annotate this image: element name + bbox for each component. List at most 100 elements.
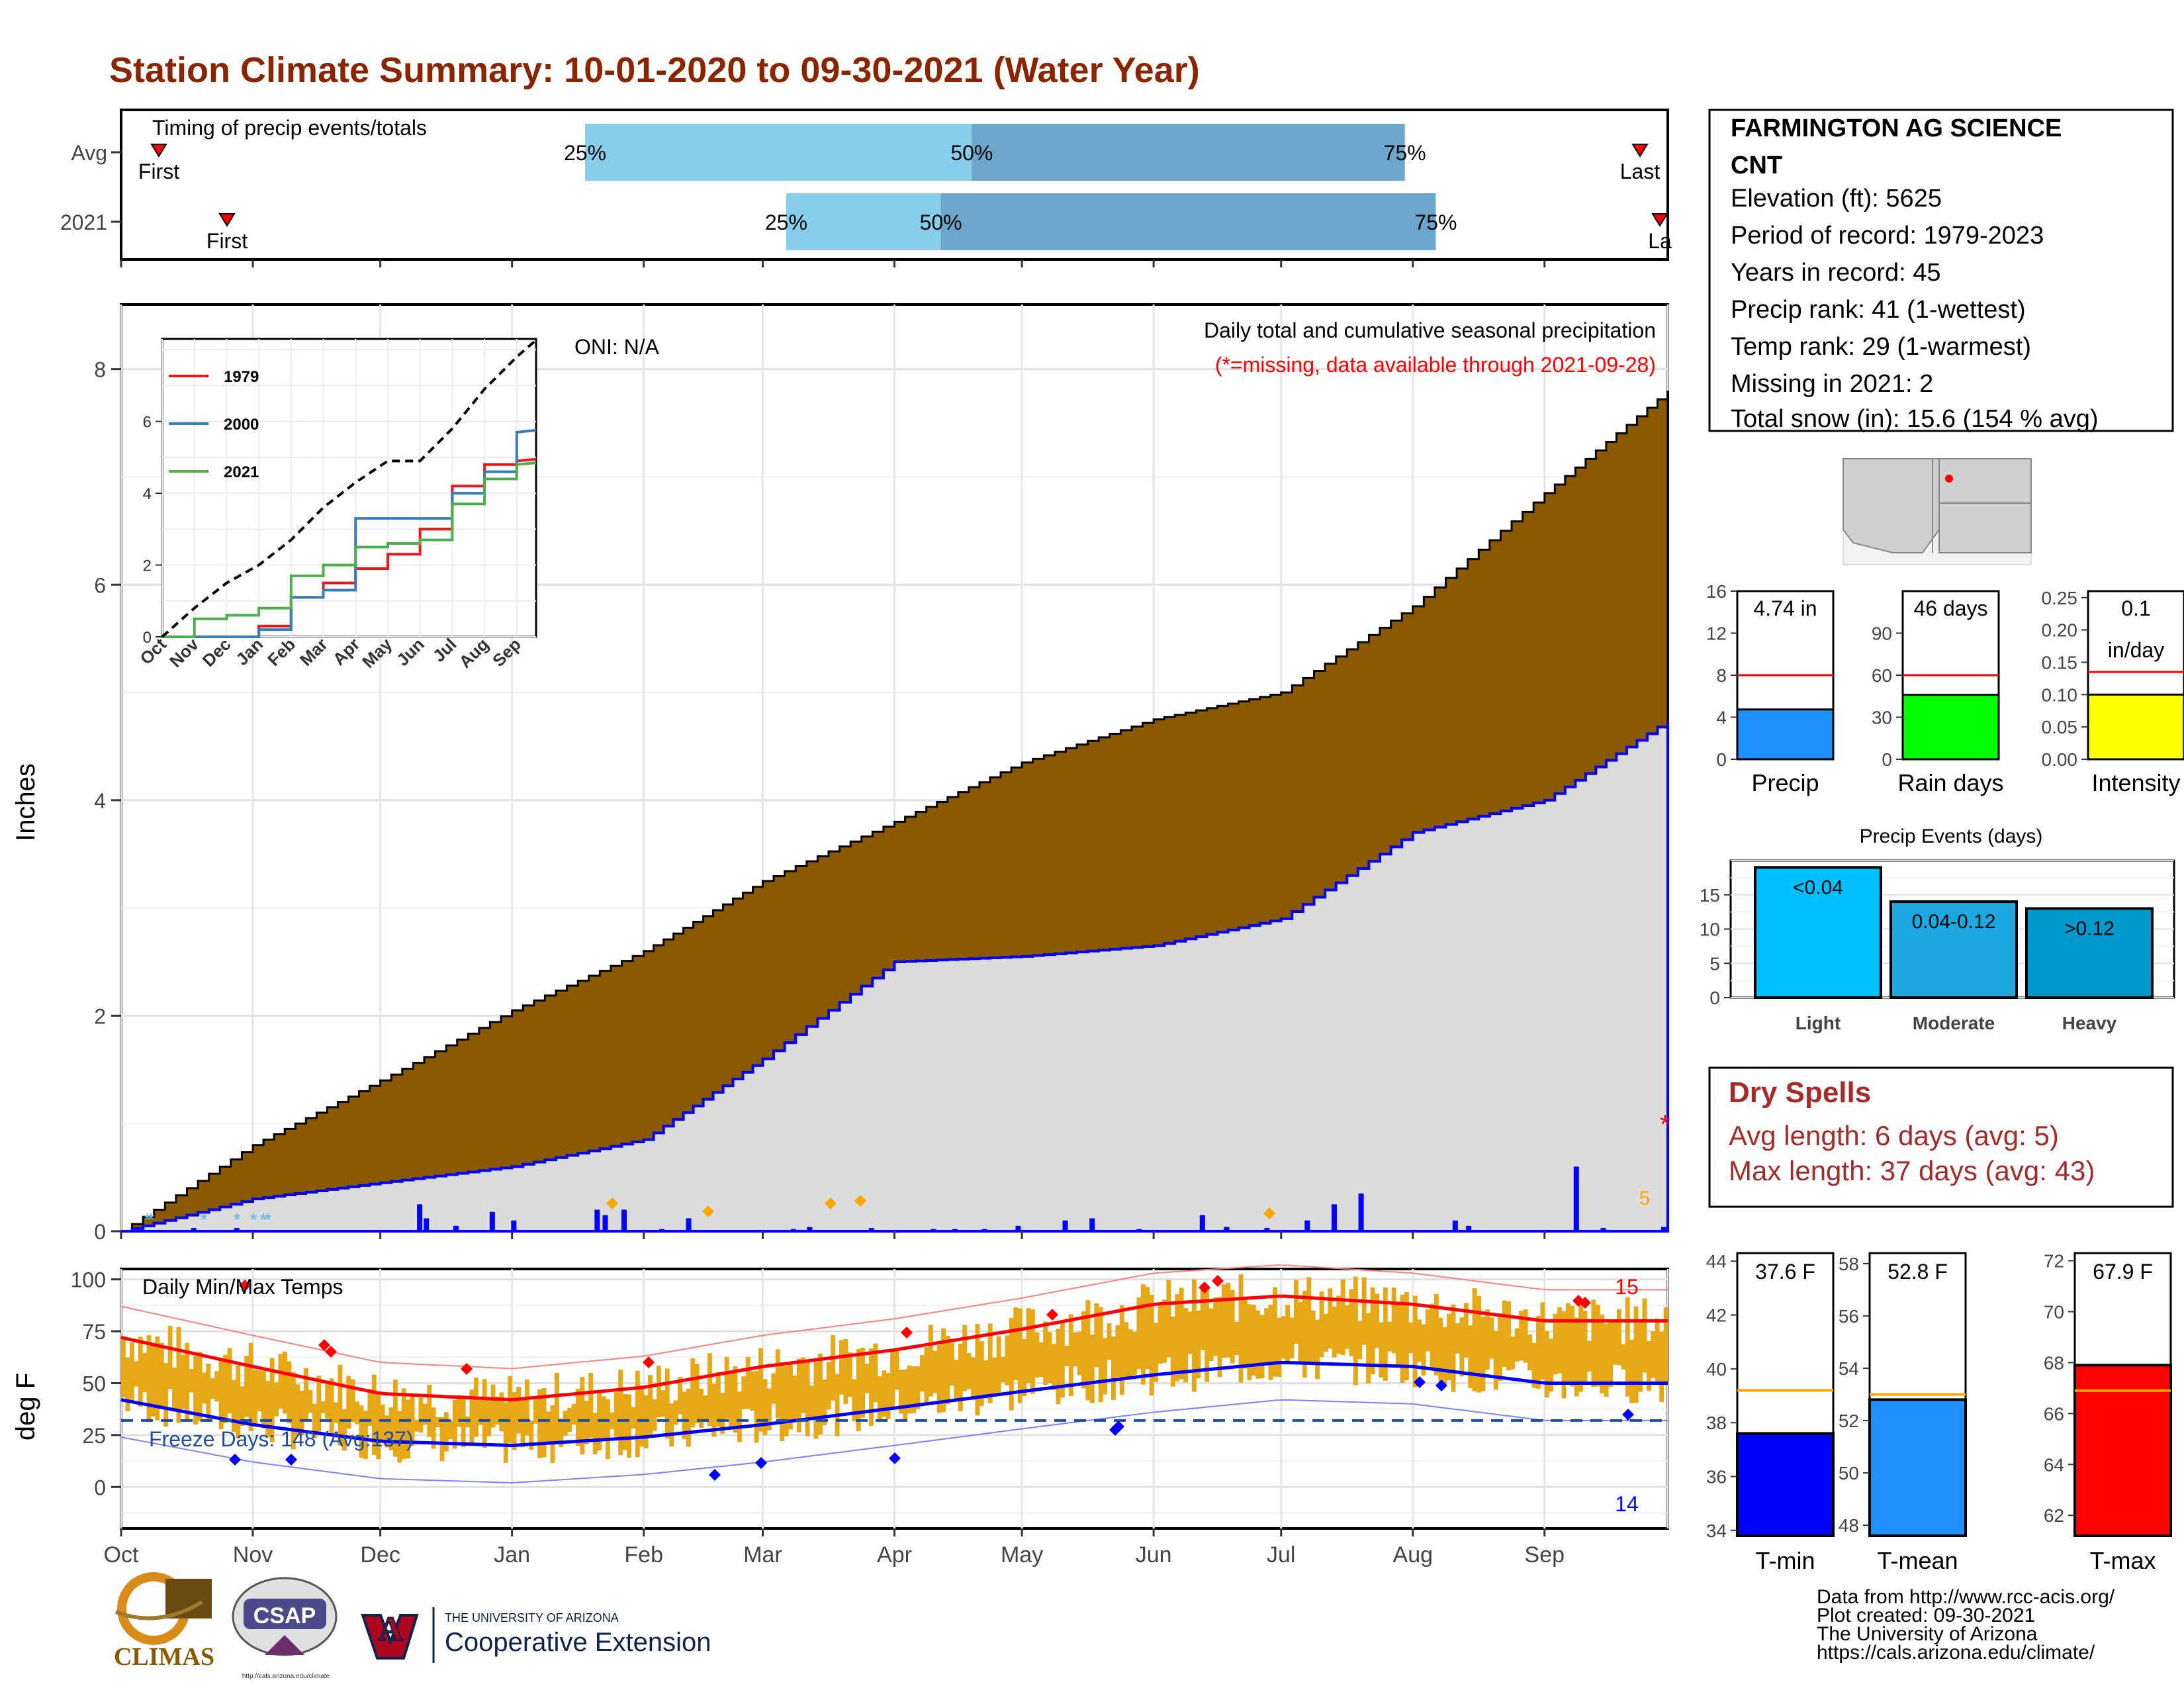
snow-marker: * bbox=[260, 1209, 267, 1230]
record-low-marker bbox=[709, 1469, 721, 1481]
daily-precip-bar bbox=[602, 1215, 608, 1231]
summary-ytick-label: 60 bbox=[1872, 665, 1892, 686]
precip-events-chart: Precip Events (days) 0 5 10 15 <0.04 Light 0.0… bbox=[1700, 825, 2175, 1033]
daily-precip-bar bbox=[191, 1228, 197, 1231]
month-label: Sep bbox=[1525, 1542, 1565, 1568]
daily-precip-bar bbox=[1304, 1220, 1310, 1231]
temp-panel: 0 25 50 75 100 deg F Daily Min/Max Temps Fre… bbox=[11, 1264, 1669, 1536]
temp-summary-ytick-label: 66 bbox=[2044, 1403, 2064, 1424]
daily-precip-bar bbox=[621, 1209, 627, 1231]
record-low-marker bbox=[285, 1454, 297, 1466]
timing-q50-q75-bar bbox=[972, 124, 1405, 181]
temp-title: Daily Min/Max Temps bbox=[142, 1275, 343, 1299]
daily-precip-bar bbox=[511, 1220, 517, 1231]
dry-spells-max: Max length: 37 days (avg: 43) bbox=[1729, 1155, 2095, 1186]
temp-ytick-label: 100 bbox=[71, 1268, 106, 1292]
summary-category-label: Intensity bbox=[2091, 769, 2180, 796]
daily-precip-bar bbox=[1264, 1228, 1270, 1231]
record-min-line bbox=[120, 1399, 1668, 1484]
footer-line-1: Data from http://www.rcc-acis.org/ bbox=[1817, 1586, 2115, 1608]
station-precip-rank: Precip rank: 41 (1-wettest) bbox=[1731, 296, 2026, 324]
precip-ytick-label: 6 bbox=[94, 573, 106, 597]
temp-summary-bar bbox=[2073, 1364, 2172, 1537]
temp-summary-ytick-label: 50 bbox=[1839, 1463, 1859, 1483]
freeze-days-label: Freeze Days: 148 (Avg:137) bbox=[149, 1427, 414, 1451]
record-low-marker bbox=[1414, 1376, 1426, 1388]
events-ytick-label: 10 bbox=[1700, 919, 1720, 940]
record-high-marker bbox=[1212, 1275, 1224, 1287]
summary-value-label: 46 days bbox=[1913, 596, 1987, 620]
precip-ytick-label: 4 bbox=[94, 789, 106, 813]
daily-precip-bar bbox=[1062, 1220, 1068, 1231]
inset-ytick-label: 0 bbox=[143, 629, 152, 647]
record-high-marker bbox=[901, 1327, 913, 1338]
month-label: Mar bbox=[743, 1542, 782, 1568]
temp-summary-bar bbox=[1736, 1432, 1835, 1537]
timing-quantile-label: 50% bbox=[950, 141, 993, 165]
inset-ytick-label: 2 bbox=[143, 557, 152, 575]
month-label: Apr bbox=[877, 1542, 912, 1568]
temp-summary-category: T-max bbox=[2089, 1547, 2156, 1574]
footer-line-2: Plot created: 09-30-2021 bbox=[1817, 1605, 2035, 1626]
station-years: Years in record: 45 bbox=[1731, 259, 1941, 287]
daily-precip-bar bbox=[1600, 1228, 1606, 1231]
summary-bar bbox=[1736, 708, 1835, 761]
precip-event-category: Light bbox=[1796, 1013, 1841, 1033]
temp-summary-ytick-label: 40 bbox=[1706, 1359, 1727, 1380]
temp-summary-bars: 34 36 38 40 42 44 37.6 F T-min 48 50 52 54 56 58 52.8 … bbox=[1706, 1251, 2172, 1574]
daily-precip-bar bbox=[1452, 1220, 1458, 1231]
precip-event-bar-label: 0.04-0.12 bbox=[1912, 911, 1996, 933]
oni-label: ONI: N/A bbox=[574, 335, 660, 359]
daily-precip-bar bbox=[1224, 1227, 1230, 1231]
month-label: Jan bbox=[494, 1542, 530, 1568]
dry-spells-box: Dry Spells Avg length: 6 days (avg: 5) M… bbox=[1708, 1066, 2174, 1208]
station-period: Period of record: 1979-2023 bbox=[1731, 222, 2044, 250]
precip-title: Daily total and cumulative seasonal prec… bbox=[1204, 318, 1656, 342]
ua-logo-bottom: Cooperative Extension bbox=[445, 1628, 711, 1657]
events-ytick-label: 5 bbox=[1709, 953, 1720, 974]
record-high-marker bbox=[461, 1363, 473, 1375]
month-label: Jun bbox=[1136, 1542, 1172, 1568]
snow-marker: * bbox=[265, 1209, 272, 1230]
summary-ytick-label: 0 bbox=[1882, 749, 1892, 770]
precip-event-bar bbox=[1889, 900, 2018, 999]
month-label: Nov bbox=[233, 1542, 273, 1568]
dry-spells-title: Dry Spells bbox=[1729, 1076, 1871, 1109]
normal-min-line bbox=[120, 1360, 1668, 1448]
temp-summary-value-label: 37.6 F bbox=[1755, 1260, 1815, 1284]
snow-marker: * bbox=[144, 1209, 152, 1230]
snow-marker: * bbox=[250, 1209, 257, 1230]
daily-precip-bar bbox=[952, 1229, 958, 1231]
inset-legend-label: 1979 bbox=[224, 368, 259, 386]
temp-summary-ytick-label: 44 bbox=[1706, 1251, 1727, 1272]
first-event-label: First bbox=[206, 229, 248, 253]
precip-event-bar bbox=[2025, 907, 2154, 999]
first-event-marker bbox=[150, 144, 167, 158]
precip-ylabel: Inches bbox=[11, 763, 40, 841]
max-record-count: 15 bbox=[1615, 1275, 1639, 1299]
page-title: Station Climate Summary: 10-01-2020 to 0… bbox=[109, 50, 1200, 90]
temp-summary-ytick-label: 70 bbox=[2044, 1301, 2064, 1322]
precip-subtitle: (*=missing, data available through 2021-… bbox=[1215, 353, 1656, 377]
record-high-marker bbox=[325, 1346, 337, 1358]
temp-summary-ytick-label: 68 bbox=[2044, 1352, 2064, 1373]
precip-ytick-label: 0 bbox=[94, 1220, 106, 1244]
first-event-marker bbox=[218, 213, 236, 227]
temp-summary-ytick-label: 52 bbox=[1839, 1411, 1859, 1431]
snow-marker: * bbox=[201, 1209, 208, 1230]
record-low-marker bbox=[1435, 1380, 1447, 1391]
precip-event-marker bbox=[825, 1197, 837, 1209]
temp-summary-ytick-label: 56 bbox=[1839, 1306, 1859, 1327]
timing-quantile-label: 75% bbox=[1384, 141, 1426, 165]
record-low-marker bbox=[755, 1457, 767, 1469]
summary-ytick-label: 0.25 bbox=[2042, 588, 2078, 608]
record-high-marker bbox=[1199, 1282, 1210, 1293]
summary-ytick-label: 4 bbox=[1716, 708, 1727, 728]
events-ytick-label: 0 bbox=[1709, 988, 1720, 1008]
daily-precip-bar bbox=[1331, 1204, 1337, 1231]
temp-summary-ytick-label: 38 bbox=[1706, 1413, 1727, 1433]
timing-quantile-label: 75% bbox=[1414, 211, 1457, 234]
temp-summary-ytick-label: 34 bbox=[1706, 1521, 1727, 1541]
